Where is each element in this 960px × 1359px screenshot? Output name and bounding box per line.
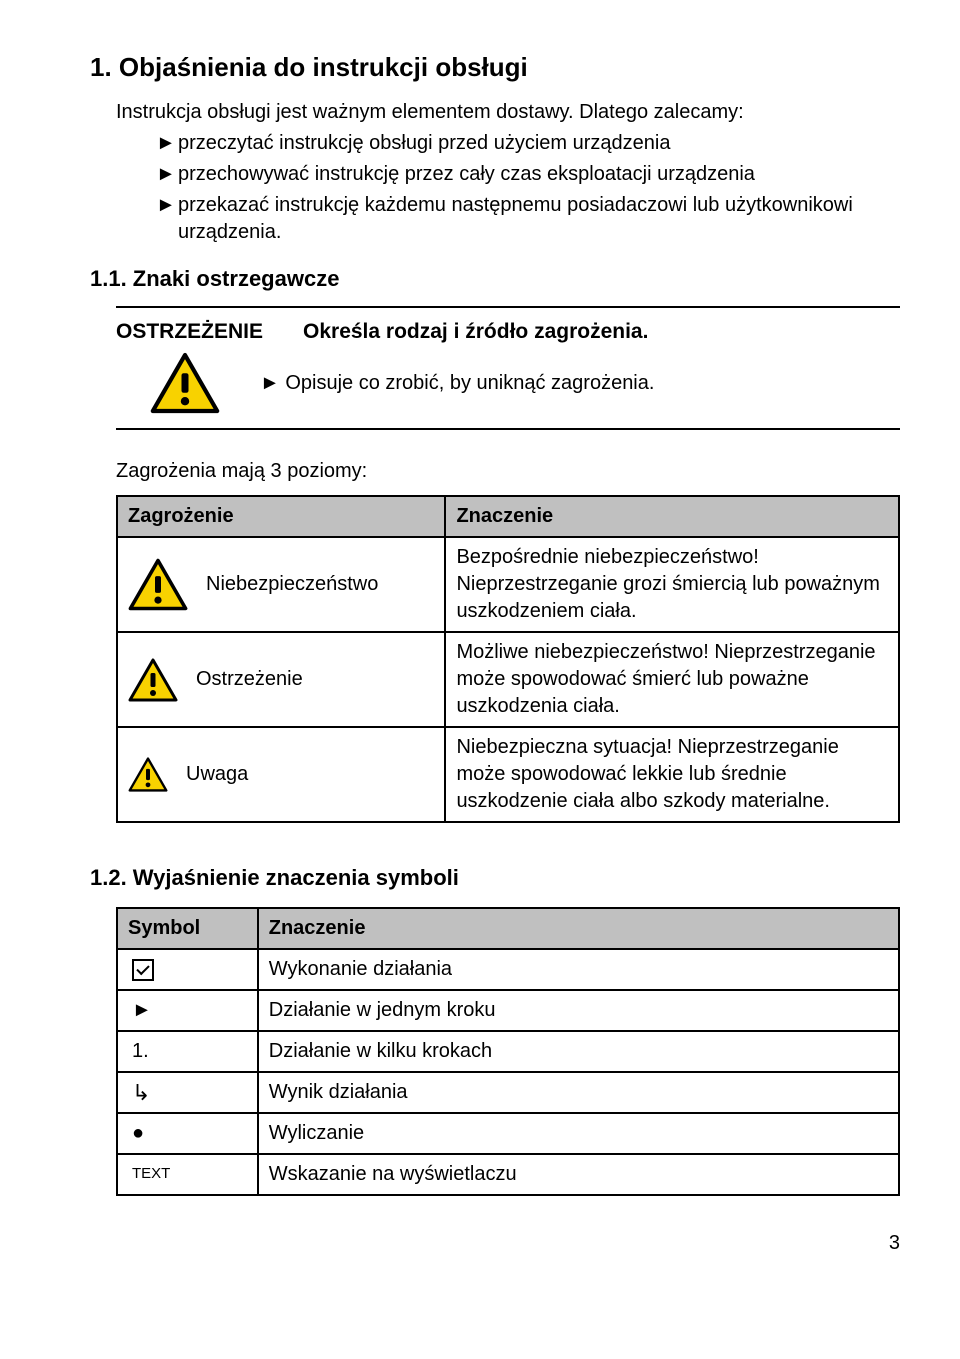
table-row: ● Wyliczanie [117,1113,899,1154]
table-header-row: Zagrożenie Znaczenie [117,496,899,537]
table-row: Wykonanie działania [117,949,899,990]
checkbox-icon [132,959,154,981]
section-1-1-heading: 1.1. Znaki ostrzegawcze [90,264,900,294]
symbol-meaning: Wskazanie na wyświetlaczu [258,1154,899,1195]
table-row: Ostrzeżenie Możliwe niebezpieczeństwo! N… [117,632,899,727]
table-header-row: Symbol Znaczenie [117,908,899,949]
symbol-meaning: Wyliczanie [258,1113,899,1154]
level-label: Niebezpieczeństwo [206,571,434,598]
triangle-marker-icon: ► [132,999,152,1021]
bullet-marker-icon: ► [156,192,178,246]
hazard-levels-table: Zagrożenie Znaczenie Niebezpieczeństwo B… [116,495,900,823]
section-1-intro: Instrukcja obsługi jest ważnym elementem… [116,99,900,126]
page-number: 3 [90,1230,900,1257]
warning-line-2: ► Opisuje co zrobić, by uniknąć zagrożen… [260,370,654,397]
warning-triangle-icon [128,757,168,792]
symbols-header-2: Znaczenie [258,908,899,949]
warning-label: OSTRZEŻENIE [116,318,263,346]
bullet-marker-icon: ► [156,130,178,157]
level-meaning: Bezpośrednie niebezpieczeństwo! Nieprzes… [445,537,899,632]
table-row: TEXT Wskazanie na wyświetlaczu [117,1154,899,1195]
section-1-heading: 1. Objaśnienia do instrukcji obsługi [90,50,900,85]
symbol-cell: ↳ [117,1072,258,1113]
table-row: ► Działanie w jednym kroku [117,990,899,1031]
symbol-cell: 1. [117,1031,258,1072]
section-1-bullets: ► przeczytać instrukcję obsługi przed uż… [156,130,900,246]
symbol-meaning: Wykonanie działania [258,949,899,990]
bullet-item: ► przeczytać instrukcję obsługi przed uż… [156,130,900,157]
symbol-meaning: Działanie w jednym kroku [258,990,899,1031]
levels-header-2: Znaczenie [445,496,899,537]
warning-triangle-icon [128,658,178,702]
table-row: 1. Działanie w kilku krokach [117,1031,899,1072]
level-label: Ostrzeżenie [196,666,434,693]
levels-header-1: Zagrożenie [117,496,445,537]
symbol-meaning: Wynik działania [258,1072,899,1113]
symbol-cell: ● [117,1113,258,1154]
warning-example-block: OSTRZEŻENIE Określa rodzaj i źródło zagr… [116,306,900,430]
levels-intro: Zagrożenia mają 3 poziomy: [116,458,900,485]
symbol-cell [117,949,258,990]
bullet-item: ► przekazać instrukcję każdemu następnem… [156,192,900,246]
symbol-cell: TEXT [117,1154,258,1195]
bullet-marker-icon: ► [156,161,178,188]
table-row: Uwaga Niebezpieczna sytuacja! Nieprzestr… [117,727,899,822]
symbol-cell: ► [117,990,258,1031]
level-meaning: Możliwe niebezpieczeństwo! Nieprzestrzeg… [445,632,899,727]
bullet-text: przechowywać instrukcję przez cały czas … [178,161,755,188]
bullet-text: przekazać instrukcję każdemu następnemu … [178,192,900,246]
warning-line-1: Określa rodzaj i źródło zagrożenia. [303,318,648,346]
symbol-meaning: Działanie w kilku krokach [258,1031,899,1072]
bullet-item: ► przechowywać instrukcję przez cały cza… [156,161,900,188]
warning-triangle-icon [150,352,220,414]
display-text-icon: TEXT [132,1165,170,1182]
symbols-table: Symbol Znaczenie Wykonanie działania ► D… [116,907,900,1196]
table-row: Niebezpieczeństwo Bezpośrednie niebezpie… [117,537,899,632]
bullet-text: przeczytać instrukcję obsługi przed użyc… [178,130,670,157]
warning-triangle-icon [128,558,188,611]
table-row: ↳ Wynik działania [117,1072,899,1113]
section-1-2-heading: 1.2. Wyjaśnienie znaczenia symboli [90,863,900,893]
number-step-icon: 1. [132,1040,149,1062]
symbols-header-1: Symbol [117,908,258,949]
level-meaning: Niebezpieczna sytuacja! Nieprzestrzegani… [445,727,899,822]
bullet-dot-icon: ● [132,1122,144,1144]
level-label: Uwaga [186,761,434,788]
result-arrow-icon: ↳ [132,1082,150,1104]
